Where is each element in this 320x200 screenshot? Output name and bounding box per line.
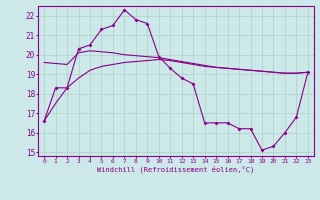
X-axis label: Windchill (Refroidissement éolien,°C): Windchill (Refroidissement éolien,°C) bbox=[97, 166, 255, 173]
